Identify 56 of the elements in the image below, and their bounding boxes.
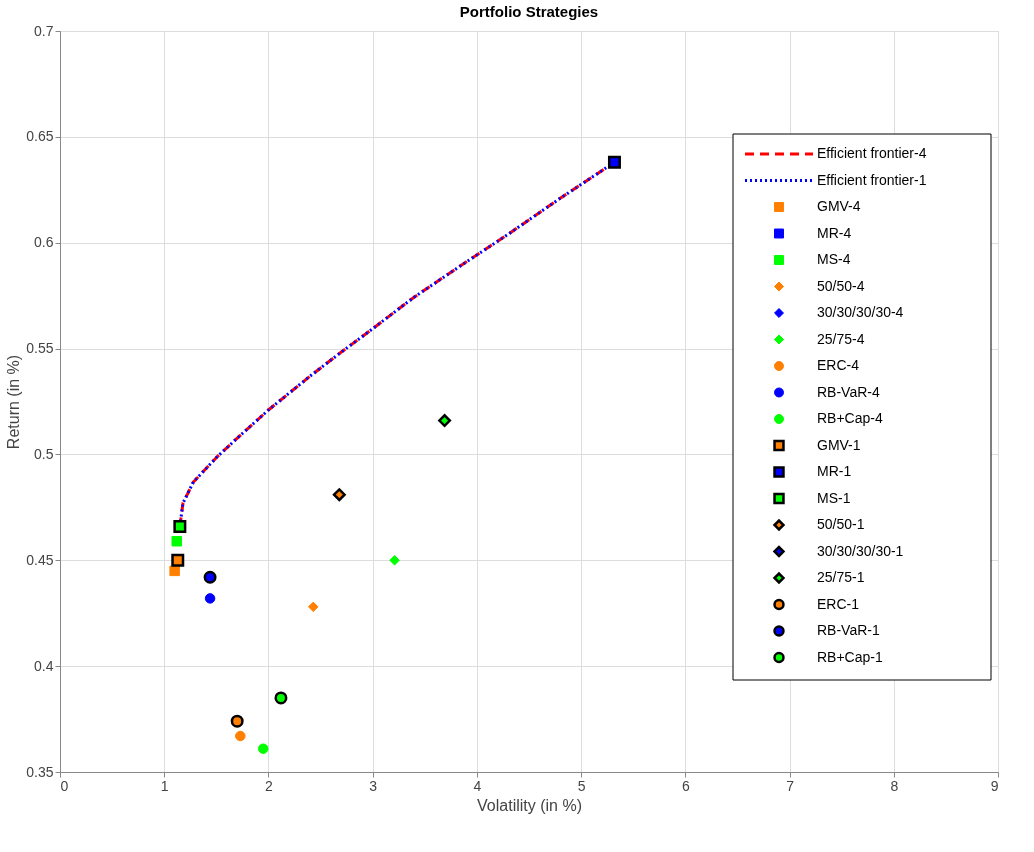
x-tick-label: 5 <box>577 777 586 794</box>
point <box>171 535 182 547</box>
legend-label: RB-VaR-4 <box>817 383 880 400</box>
point <box>230 714 244 728</box>
point <box>389 555 400 566</box>
legend-label: MR-1 <box>817 463 852 479</box>
x-tick-label: 6 <box>681 777 690 794</box>
legend-label: RB-VaR-1 <box>817 622 880 638</box>
x-tick-label: 7 <box>786 777 795 794</box>
x-tick-label: 0 <box>60 777 69 794</box>
legend-label: Efficient frontier-1 <box>817 171 927 188</box>
x-tick-label: 3 <box>369 777 378 794</box>
legend-label: 30/30/30/30-1 <box>817 542 904 559</box>
y-tick-label: 0.65 <box>26 128 54 145</box>
x-tick-label: 8 <box>890 777 899 794</box>
x-tick-label: 1 <box>160 777 169 794</box>
legend-label: RB+Cap-4 <box>817 410 883 426</box>
legend-label: 30/30/30/30-4 <box>817 304 904 320</box>
x-tick-label: 2 <box>265 777 274 794</box>
y-tick-label: 0.6 <box>34 234 54 251</box>
legend-label: 50/50-1 <box>817 516 865 532</box>
y-tick-label: 0.55 <box>26 340 54 357</box>
point <box>607 155 621 169</box>
legend-label: Efficient frontier-4 <box>817 145 927 161</box>
legend-label: ERC-1 <box>817 595 860 612</box>
point <box>438 414 452 428</box>
point <box>235 730 246 742</box>
point <box>203 570 217 584</box>
x-tick-label: 4 <box>473 777 482 794</box>
chart-title: Portfolio Strategies <box>459 3 599 20</box>
point <box>332 488 346 502</box>
point <box>257 743 269 754</box>
y-tick-label: 0.45 <box>26 551 54 568</box>
legend-label: GMV-1 <box>817 436 861 453</box>
y-tick-label: 0.4 <box>34 657 54 674</box>
legend-label: MS-1 <box>817 489 851 506</box>
point <box>274 691 288 705</box>
legend-label: RB+Cap-1 <box>817 648 883 665</box>
point <box>169 565 180 577</box>
legend-label: GMV-4 <box>817 198 861 214</box>
legend-label: 50/50-4 <box>817 277 865 294</box>
legend-label: 25/75-1 <box>817 569 865 585</box>
y-tick-label: 0.5 <box>34 445 54 462</box>
y-tick-label: 0.35 <box>26 763 54 780</box>
point <box>204 593 216 604</box>
x-tick-label: 9 <box>990 777 999 794</box>
legend-label: ERC-4 <box>817 357 860 373</box>
point <box>308 601 319 613</box>
point <box>171 553 185 567</box>
legend-label: MS-4 <box>817 251 851 267</box>
y-axis-title: Return (in %) <box>5 354 23 450</box>
point <box>173 519 187 533</box>
legend-label: MR-4 <box>817 224 852 241</box>
legend-label: 25/75-4 <box>817 330 865 347</box>
y-tick-label: 0.7 <box>34 22 54 39</box>
x-axis-title: Volatility (in %) <box>477 796 582 814</box>
